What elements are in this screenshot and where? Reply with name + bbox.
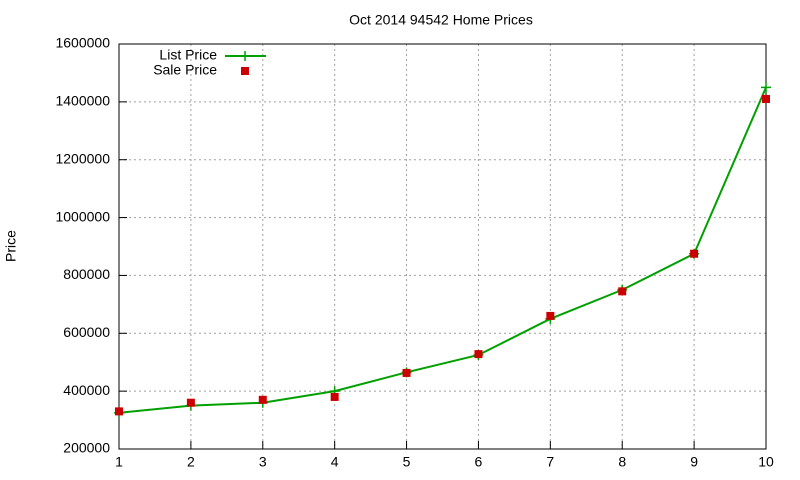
x-tick-label: 4: [331, 454, 339, 470]
legend-label: List Price: [159, 47, 217, 63]
x-tick-label: 1: [115, 454, 123, 470]
plot-frame: [118, 43, 767, 450]
x-tick-label: 10: [758, 454, 774, 470]
y-tick-label: 1000000: [55, 208, 110, 224]
point-marker: [474, 350, 483, 359]
point-marker: [761, 82, 771, 93]
point-marker: [762, 94, 770, 103]
legend-marker: [241, 67, 249, 75]
y-tick-label: 800000: [63, 266, 110, 282]
y-tick-label: 400000: [63, 382, 110, 398]
point-marker: [115, 407, 123, 416]
y-tick-label: 1400000: [55, 93, 110, 109]
point-marker: [186, 398, 195, 407]
series-line: [118, 86, 767, 414]
y-tick-label: 200000: [63, 440, 110, 456]
x-tick-label: 5: [403, 454, 411, 470]
y-tick-label: 1600000: [55, 35, 110, 51]
x-tick-label: 6: [475, 454, 483, 470]
legend-marker: [240, 51, 250, 61]
y-tick-label: 600000: [63, 324, 110, 340]
legend-label: Sale Price: [153, 62, 217, 78]
x-tick-label: 7: [546, 454, 554, 470]
y-tick-label: 1200000: [55, 150, 110, 166]
point-marker: [330, 392, 339, 401]
x-tick-label: 9: [690, 454, 698, 470]
x-tick-label: 2: [187, 454, 195, 470]
y-axis-label: Price: [3, 230, 19, 262]
point-marker: [546, 311, 555, 320]
point-marker: [402, 368, 411, 377]
point-marker: [258, 395, 267, 404]
point-marker: [690, 249, 699, 258]
chart-title: Oct 2014 94542 Home Prices: [349, 12, 533, 28]
x-tick-label: 8: [618, 454, 626, 470]
x-tick-label: 3: [259, 454, 267, 470]
point-marker: [618, 287, 627, 296]
